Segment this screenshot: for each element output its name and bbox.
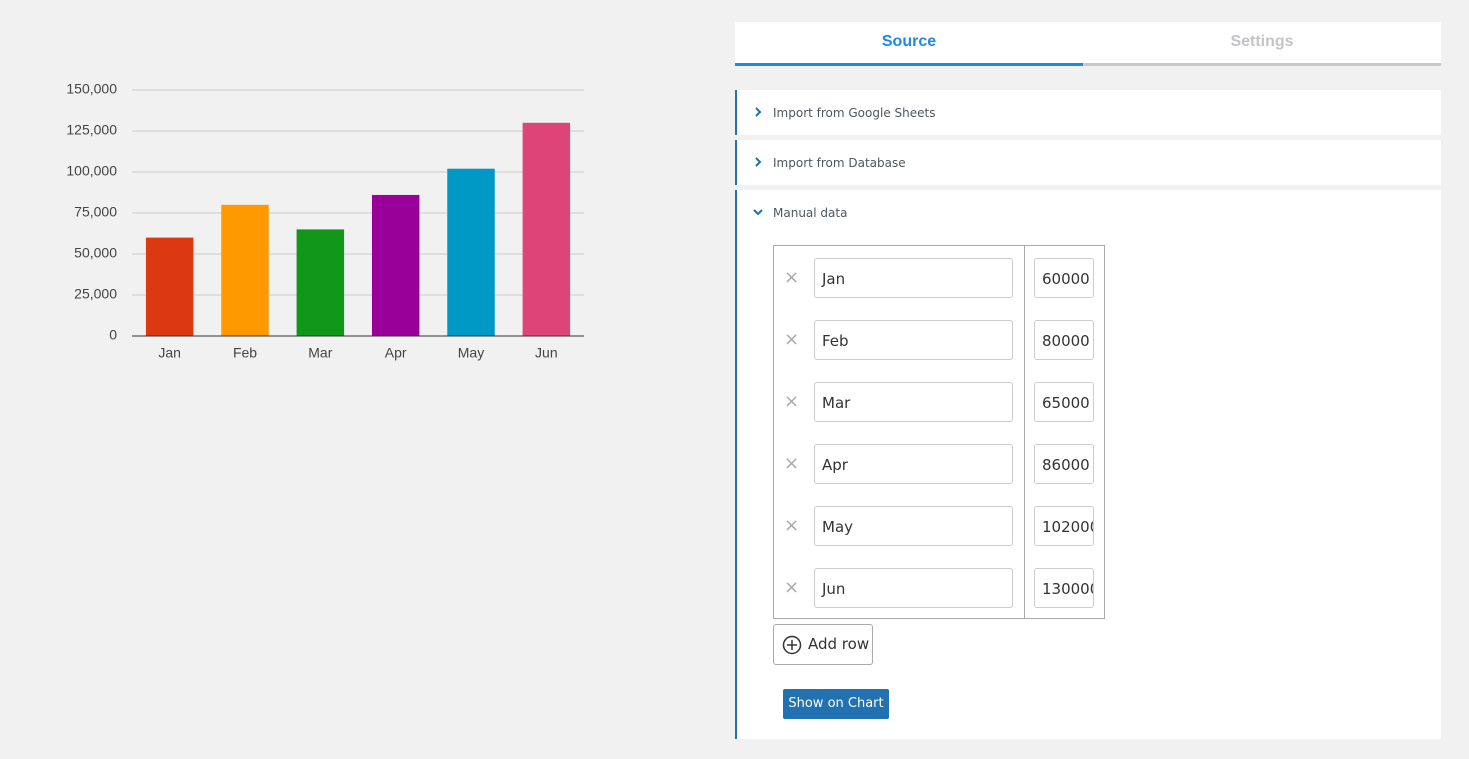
x-tick-label: Jan [158,345,181,361]
section-title: Import from Google Sheets [773,106,936,120]
x-tick-label: Mar [308,345,332,361]
value-input[interactable]: 102000 [1034,506,1094,546]
data-table: × Jan 60000 × Feb 80000 × Mar 65000 × Apr 86000 × May… [773,245,1105,619]
label-input[interactable]: Apr [814,444,1013,484]
bar [145,237,194,336]
add-row-button[interactable]: Add row [773,624,873,665]
y-tick-label: 75,000 [74,204,117,220]
bar [447,168,495,336]
y-tick-label: 0 [109,327,117,343]
label-input[interactable]: May [814,506,1013,546]
label-input[interactable]: Mar [814,382,1013,422]
label-input[interactable]: Jun [814,568,1013,608]
remove-row[interactable]: × [784,267,800,288]
bar [522,122,571,336]
y-tick-label: 50,000 [74,245,117,261]
section-title[interactable]: Manual data [773,206,848,220]
chevron[interactable] [753,207,763,217]
value-input[interactable]: 80000 [1034,320,1094,360]
label-input[interactable]: Feb [814,320,1013,360]
remove-row[interactable]: × [784,577,800,598]
bar [296,229,345,336]
y-tick-label: 125,000 [66,122,117,138]
x-tick-label: Feb [233,345,257,361]
source-tab[interactable]: Source [735,22,1083,66]
chart: 0 25,000 50,000 75,000 100,000 125,000 150,000… [66,81,584,361]
value-input[interactable]: 60000 [1034,258,1094,298]
value-input[interactable]: 65000 [1034,382,1094,422]
y-tick-label: 100,000 [66,163,117,179]
y-tick-label: 150,000 [66,81,117,97]
value-input[interactable]: 130000 [1034,568,1094,608]
remove-row[interactable]: × [784,515,800,536]
x-tick-label: May [458,345,484,361]
x-tick-label: Apr [385,345,407,361]
chevron [755,157,762,167]
value-input[interactable]: 86000 [1034,444,1094,484]
y-tick-label: 25,000 [74,286,117,302]
bar [221,204,269,336]
button-label: Add row [808,635,870,653]
chevron [755,107,762,117]
show-on-chart-button[interactable]: Show on Chart [783,689,889,719]
database-section[interactable]: Import from Database [735,140,1441,185]
label-input[interactable]: Jan [814,258,1013,298]
google-sheets-section[interactable]: Import from Google Sheets [735,90,1441,135]
remove-row[interactable]: × [784,453,800,474]
section-title: Import from Database [773,156,906,170]
column-divider [1024,246,1025,618]
settings-tab[interactable]: Settings [1083,22,1441,66]
remove-row[interactable]: × [784,391,800,412]
remove-row[interactable]: × [784,329,800,350]
bar [371,194,420,336]
x-tick-label: Jun [535,345,558,361]
manual-data-section: Manual data × Jan 60000 × Feb 80000 × Mar 65000 ×… [735,190,1441,739]
plus-icon [782,635,802,655]
